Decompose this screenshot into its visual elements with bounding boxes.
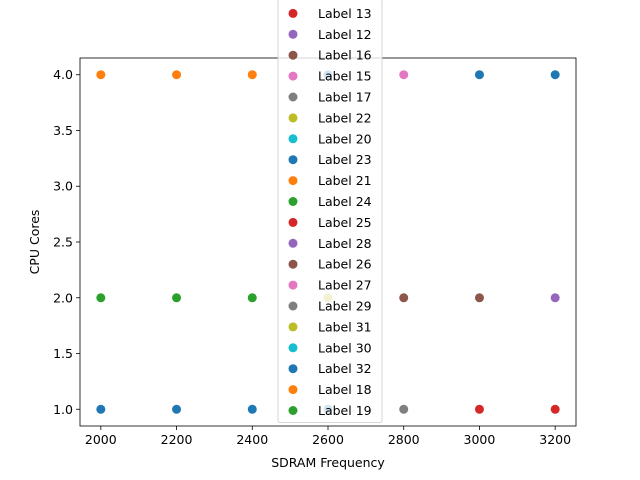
legend-marker-4 xyxy=(288,92,298,102)
y-tick-label-4: 3.0 xyxy=(53,179,73,194)
legend-label-4: Label 17 xyxy=(318,90,372,105)
point-10-0 xyxy=(474,404,484,414)
point-7-2 xyxy=(550,70,560,80)
point-17-2 xyxy=(247,404,257,414)
legend-marker-9 xyxy=(288,197,298,206)
x-axis-label: SDRAM Frequency xyxy=(271,455,385,470)
legend-label-19: Label 19 xyxy=(318,403,372,418)
point-19-1 xyxy=(172,293,182,303)
legend-marker-0 xyxy=(288,8,298,18)
legend-label-9: Label 24 xyxy=(318,194,372,209)
legend-box xyxy=(277,0,383,423)
legend-label-15: Label 31 xyxy=(318,319,372,334)
x-tick-label-5: 3000 xyxy=(464,432,496,447)
point-12-0 xyxy=(399,293,409,303)
y-tick-label-0: 1.0 xyxy=(53,402,73,417)
y-axis: 1.0 1.5 2.0 2.5 3.0 3.5 4.0 xyxy=(53,67,80,417)
legend-marker-18 xyxy=(288,385,298,395)
x-tick-label-4: 2800 xyxy=(388,432,420,447)
y-tick-label-6: 4.0 xyxy=(53,67,73,82)
y-tick-label-1: 1.5 xyxy=(53,346,73,361)
legend-label-7: Label 23 xyxy=(318,152,372,167)
legend-label-8: Label 21 xyxy=(318,173,372,188)
legend-label-0: Label 13 xyxy=(318,6,372,21)
x-tick-label-2: 2400 xyxy=(236,432,268,447)
point-8-0 xyxy=(96,70,106,80)
legend-marker-8 xyxy=(288,176,298,186)
point-19-2 xyxy=(247,293,257,303)
legend-label-14: Label 29 xyxy=(318,299,372,314)
legend-label-11: Label 28 xyxy=(318,236,372,251)
legend-marker-15 xyxy=(288,322,298,332)
legend-marker-14 xyxy=(288,301,298,311)
legend-label-16: Label 30 xyxy=(318,340,372,355)
point-14-0 xyxy=(399,404,409,414)
legend-label-17: Label 32 xyxy=(318,361,372,376)
point-11-0 xyxy=(550,293,560,303)
legend-marker-13 xyxy=(288,280,298,290)
legend-marker-16 xyxy=(288,343,298,353)
legend-label-10: Label 25 xyxy=(318,215,372,230)
point-19-0 xyxy=(96,293,106,303)
legend-marker-3 xyxy=(288,71,298,81)
legend-label-5: Label 22 xyxy=(318,110,372,125)
point-10-1 xyxy=(550,404,560,414)
y-tick-label-2: 2.0 xyxy=(53,290,73,305)
legend-label-3: Label 15 xyxy=(318,69,372,84)
legend-marker-6 xyxy=(288,134,298,144)
x-tick-label-3: 2600 xyxy=(312,432,344,447)
legend-marker-7 xyxy=(288,155,298,165)
point-8-1 xyxy=(172,70,182,80)
point-12-1 xyxy=(474,293,484,303)
legend-label-13: Label 27 xyxy=(318,278,372,293)
x-axis: 2000 2200 2400 2600 2800 3000 3200 xyxy=(85,426,571,447)
y-axis-label: CPU Cores xyxy=(27,210,42,275)
legend-marker-5 xyxy=(288,113,298,123)
legend-marker-17 xyxy=(288,364,298,374)
y-tick-label-5: 3.5 xyxy=(53,123,73,138)
legend-marker-2 xyxy=(288,50,298,60)
x-tick-label-0: 2000 xyxy=(85,432,117,447)
point-3-0 xyxy=(399,70,409,80)
point-8-2 xyxy=(247,70,257,80)
legend-label-6: Label 20 xyxy=(318,131,372,146)
legend-label-12: Label 26 xyxy=(318,257,372,272)
point-17-1 xyxy=(172,404,182,414)
point-7-1 xyxy=(474,70,484,80)
legend-label-2: Label 16 xyxy=(318,48,372,63)
legend-marker-12 xyxy=(288,259,298,269)
legend-marker-1 xyxy=(288,29,298,39)
legend-marker-11 xyxy=(288,238,298,248)
x-tick-label-6: 3200 xyxy=(539,432,571,447)
legend-label-18: Label 18 xyxy=(318,382,372,397)
legend-marker-19 xyxy=(288,406,298,415)
legend-marker-10 xyxy=(288,217,298,227)
y-tick-label-3: 2.5 xyxy=(53,235,73,250)
x-tick-label-1: 2200 xyxy=(161,432,193,447)
legend-label-1: Label 12 xyxy=(318,27,372,42)
legend: Label 13 Label 12 Label 16 Label 15 Label 17… xyxy=(277,0,383,423)
point-17-0 xyxy=(96,404,106,414)
